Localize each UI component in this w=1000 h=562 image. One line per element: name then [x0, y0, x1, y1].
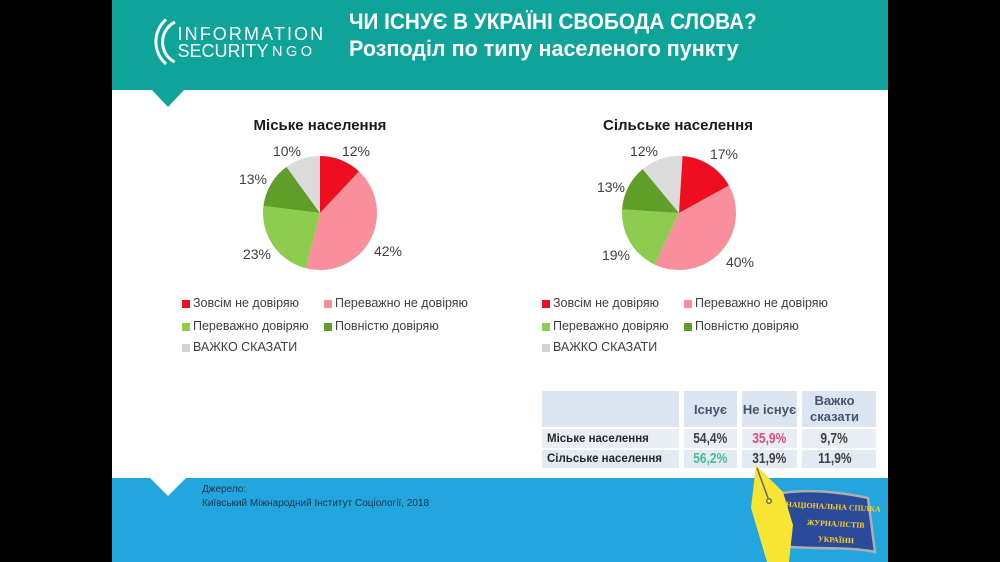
svg-text:ЖУРНАЛІСТІВ: ЖУРНАЛІСТІВ — [807, 518, 865, 530]
svg-text:УКРАЇНИ: УКРАЇНИ — [818, 535, 854, 546]
